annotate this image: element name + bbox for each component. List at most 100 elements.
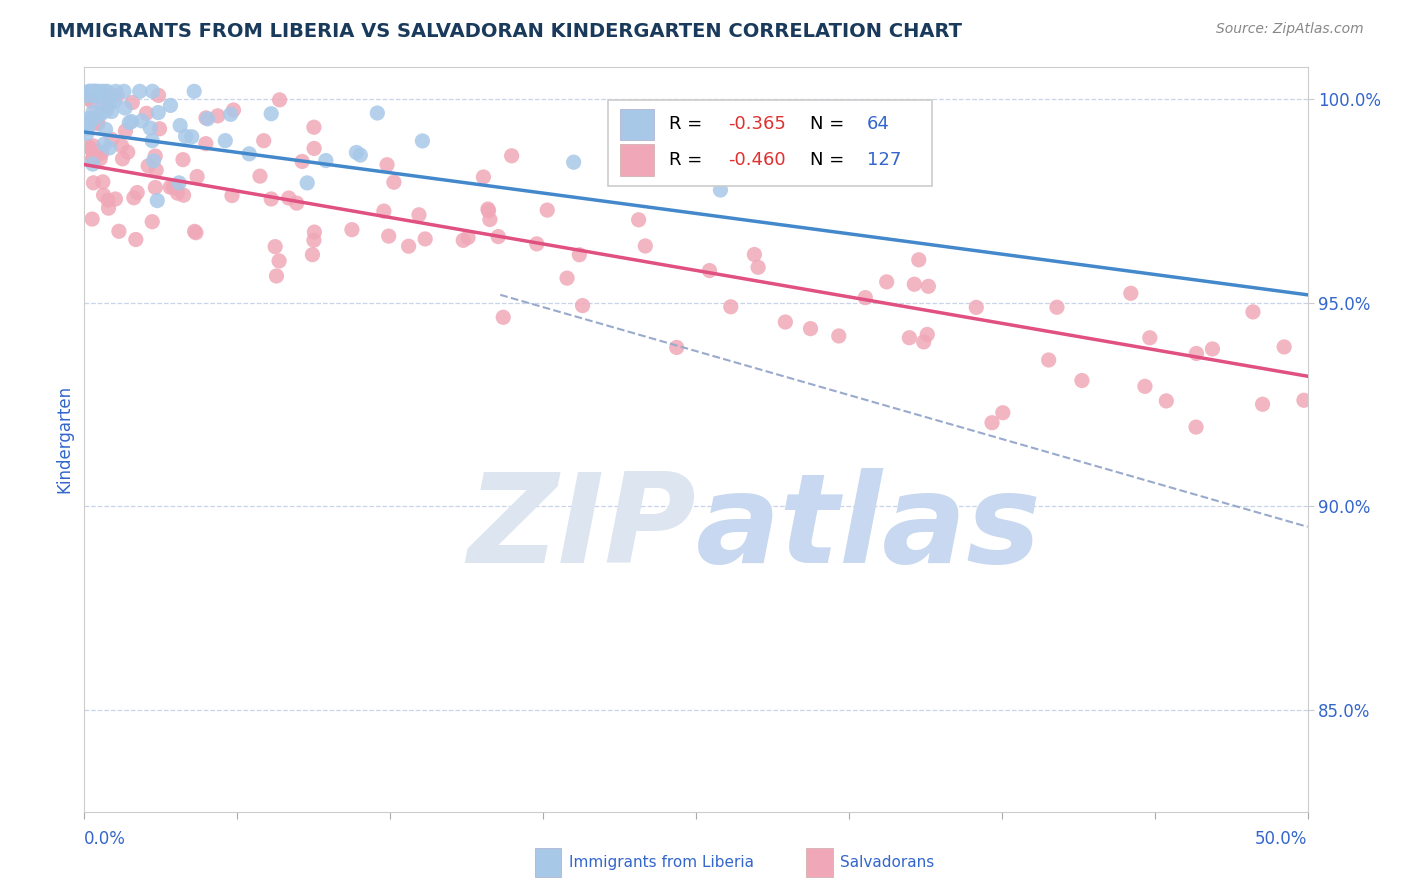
Point [143, 149, 166, 163]
Point [76, 139, 98, 153]
Point [93, 84, 115, 98]
Point [238, 146, 260, 161]
FancyBboxPatch shape [607, 101, 932, 186]
Point [568, 248, 591, 262]
Point [122, 191, 145, 205]
Point [96, 84, 118, 98]
Text: Source: ZipAtlas.com: Source: ZipAtlas.com [1216, 22, 1364, 37]
Point [194, 136, 217, 151]
Point [173, 188, 195, 202]
Point [169, 119, 191, 133]
Point [304, 225, 326, 239]
Point [143, 180, 166, 194]
Point [80, 153, 103, 167]
Point [477, 203, 499, 218]
Point [382, 175, 405, 189]
Text: N =: N = [810, 115, 849, 133]
Point [145, 163, 167, 178]
Point [118, 116, 141, 130]
Point [295, 176, 318, 190]
Point [207, 109, 229, 123]
Point [98, 88, 121, 103]
Point [219, 107, 242, 121]
Point [634, 239, 657, 253]
Point [77, 88, 100, 103]
Point [183, 84, 205, 98]
FancyBboxPatch shape [620, 145, 654, 176]
FancyBboxPatch shape [534, 848, 561, 877]
Point [77, 114, 100, 128]
Point [828, 329, 851, 343]
Point [1071, 374, 1094, 388]
Point [117, 145, 139, 160]
Point [1292, 393, 1315, 408]
Point [166, 186, 188, 201]
Point [84, 84, 107, 98]
Point [1133, 379, 1156, 393]
Text: atlas: atlas [696, 468, 1042, 590]
Point [377, 229, 399, 244]
Text: R =: R = [669, 151, 709, 169]
Point [86, 145, 108, 159]
Point [90, 102, 112, 116]
Text: ZIP: ZIP [467, 468, 696, 590]
Text: 127: 127 [868, 151, 901, 169]
Point [79, 114, 101, 128]
Point [991, 406, 1014, 420]
Point [83, 84, 105, 98]
Point [98, 141, 121, 155]
Point [91, 175, 114, 189]
Point [84, 84, 107, 98]
Point [340, 222, 363, 236]
Point [84, 89, 107, 103]
Point [526, 236, 548, 251]
Point [148, 88, 170, 103]
Point [981, 416, 1004, 430]
Point [492, 310, 515, 325]
Point [562, 155, 585, 169]
Point [285, 196, 308, 211]
Point [141, 84, 163, 98]
Point [162, 180, 184, 194]
Point [101, 132, 124, 146]
Y-axis label: Kindergarten: Kindergarten [55, 385, 73, 493]
Point [159, 98, 181, 112]
Text: Immigrants from Liberia: Immigrants from Liberia [569, 855, 754, 870]
Point [174, 129, 197, 144]
Point [555, 271, 578, 285]
Point [965, 301, 987, 315]
Point [1201, 342, 1223, 356]
Point [214, 134, 236, 148]
Text: R =: R = [669, 115, 709, 133]
Point [104, 84, 127, 98]
Point [571, 299, 593, 313]
Point [451, 233, 474, 247]
Point [84, 110, 107, 124]
Point [172, 153, 194, 167]
Point [77, 84, 100, 98]
Point [720, 300, 742, 314]
Point [1038, 353, 1060, 368]
Point [167, 176, 190, 190]
Point [82, 212, 104, 227]
Point [131, 113, 153, 128]
Point [699, 263, 721, 277]
Point [221, 188, 243, 202]
Point [907, 252, 929, 267]
Point [105, 88, 128, 103]
Point [96, 100, 118, 114]
Point [82, 105, 104, 120]
Point [194, 111, 217, 125]
Point [125, 233, 148, 247]
Point [398, 239, 420, 253]
Point [128, 84, 150, 98]
Point [121, 114, 143, 128]
Point [277, 191, 299, 205]
Point [472, 169, 495, 184]
Point [166, 181, 188, 195]
FancyBboxPatch shape [806, 848, 832, 877]
Point [142, 153, 165, 168]
Point [94, 103, 117, 118]
Text: -0.365: -0.365 [728, 115, 786, 133]
Point [93, 188, 115, 202]
